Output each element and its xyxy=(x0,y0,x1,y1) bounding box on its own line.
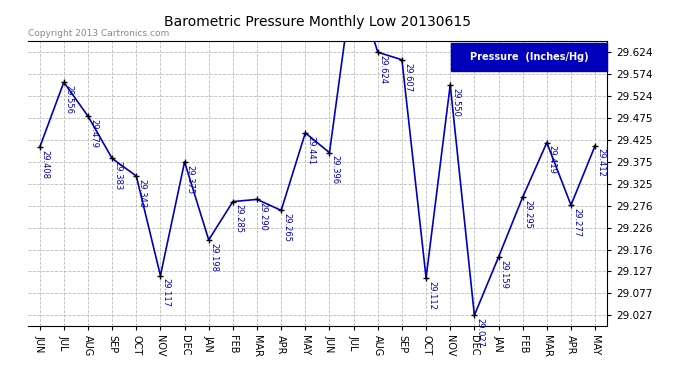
Text: 29.408: 29.408 xyxy=(41,150,50,179)
Text: 29.027: 29.027 xyxy=(475,318,484,347)
Text: 29.479: 29.479 xyxy=(89,119,98,148)
Text: 29.383: 29.383 xyxy=(113,161,122,190)
Text: 29.550: 29.550 xyxy=(451,88,460,117)
Text: 29.159: 29.159 xyxy=(500,260,509,289)
Text: 29.624: 29.624 xyxy=(379,55,388,84)
Text: 29.419: 29.419 xyxy=(548,146,557,174)
Text: 29.265: 29.265 xyxy=(282,213,291,242)
Text: 29.343: 29.343 xyxy=(137,179,146,208)
Text: Copyright 2013 Cartronics.com: Copyright 2013 Cartronics.com xyxy=(28,29,169,38)
Text: 29.112: 29.112 xyxy=(427,280,436,309)
Text: 29.277: 29.277 xyxy=(572,208,581,237)
Text: 29.117: 29.117 xyxy=(161,278,170,308)
Text: 29.285: 29.285 xyxy=(234,204,243,233)
Text: 29.396: 29.396 xyxy=(331,156,339,184)
FancyBboxPatch shape xyxy=(451,43,607,71)
Text: 29.607: 29.607 xyxy=(403,63,412,92)
Text: 29.800: 29.800 xyxy=(0,374,1,375)
Text: Barometric Pressure Monthly Low 20130615: Barometric Pressure Monthly Low 20130615 xyxy=(164,15,471,29)
Text: 29.556: 29.556 xyxy=(65,85,74,114)
Text: Pressure  (Inches/Hg): Pressure (Inches/Hg) xyxy=(470,52,589,62)
Text: 29.375: 29.375 xyxy=(186,165,195,194)
Text: 29.198: 29.198 xyxy=(210,243,219,272)
Text: 29.412: 29.412 xyxy=(596,148,605,177)
Text: 29.441: 29.441 xyxy=(306,136,315,165)
Text: 29.290: 29.290 xyxy=(258,202,267,231)
Text: 29.295: 29.295 xyxy=(524,200,533,229)
